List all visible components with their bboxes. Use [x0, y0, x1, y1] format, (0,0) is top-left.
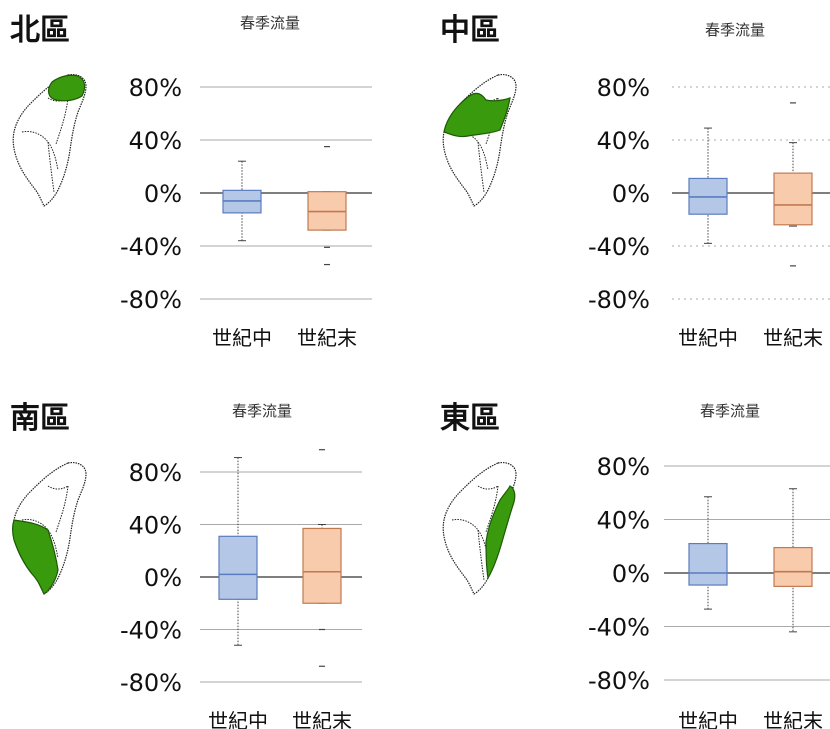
y-tick-label: 40% — [129, 512, 182, 540]
box — [773, 546, 813, 587]
map-region-border — [477, 141, 485, 193]
y-tick-label: 0% — [612, 180, 650, 208]
taiwan-map — [12, 73, 87, 207]
map-region-border — [55, 97, 69, 145]
chart-title: 春季流量 — [232, 402, 292, 420]
map-region-border — [477, 485, 499, 490]
map-region-border — [55, 485, 69, 533]
boxplot-end-century — [302, 449, 342, 667]
boxplot-mid-century — [688, 496, 728, 610]
y-tick-label: -40% — [588, 233, 650, 261]
map-region-border — [47, 141, 55, 193]
map-region-border — [485, 97, 499, 145]
x-category-label: 世紀末 — [763, 326, 823, 350]
y-tick-label: 80% — [597, 453, 650, 481]
map-outline — [12, 73, 87, 207]
region-label: 中區 — [440, 13, 500, 48]
map-region-border — [477, 529, 485, 581]
map-region-border — [485, 485, 499, 533]
chart-title: 春季流量 — [240, 14, 300, 32]
y-tick-label: 80% — [129, 459, 182, 487]
y-tick-label: -40% — [588, 614, 650, 642]
map-region-border — [451, 519, 489, 559]
chart-title: 春季流量 — [705, 21, 765, 39]
x-category-label: 世紀中 — [678, 326, 738, 350]
panel-central: 中區 春季流量 80% 40% 0% -40% -80% 世紀中 世紀末 — [440, 13, 830, 350]
chart-title: 春季流量 — [700, 402, 760, 420]
taiwan-map — [442, 73, 517, 207]
map-region-border — [47, 485, 69, 490]
y-tick-label: -80% — [588, 286, 650, 314]
map-highlight-central — [443, 92, 511, 138]
region-label: 北區 — [10, 13, 70, 48]
y-tick-label: -80% — [120, 286, 182, 314]
y-tick-label: -40% — [120, 617, 182, 645]
x-category-label: 世紀末 — [292, 709, 352, 729]
x-category-label: 世紀中 — [208, 709, 268, 729]
box — [688, 542, 728, 586]
y-tick-label: 80% — [597, 74, 650, 102]
boxplot-end-century — [773, 488, 813, 633]
boxplot-mid-century — [222, 160, 262, 242]
map-highlight-north — [47, 74, 86, 102]
y-tick-label: -80% — [120, 669, 182, 697]
map-highlight-east — [485, 485, 516, 580]
map-region-border — [21, 131, 59, 171]
region-label: 東區 — [440, 401, 500, 436]
y-tick-label: 40% — [129, 127, 182, 155]
y-tick-label: 40% — [597, 127, 650, 155]
map-highlight-south — [11, 519, 59, 595]
boxplot-end-century — [773, 102, 813, 267]
region-label: 南區 — [10, 401, 70, 436]
x-category-label: 世紀末 — [297, 326, 357, 350]
y-tick-label: 40% — [597, 507, 650, 535]
panel-north: 北區 春季流量 80% 40% 0% -40% -80% 世紀中 世紀末 — [10, 13, 372, 350]
x-category-label: 世紀中 — [678, 709, 738, 729]
boxplot-mid-century — [688, 127, 728, 244]
boxplot-end-century — [307, 146, 347, 266]
y-tick-label: -80% — [588, 667, 650, 695]
y-tick-label: 0% — [144, 564, 182, 592]
y-tick-label: 0% — [144, 180, 182, 208]
box — [218, 535, 258, 600]
taiwan-map — [11, 461, 87, 595]
map-region-border — [477, 97, 499, 102]
y-tick-label: 0% — [612, 560, 650, 588]
box — [302, 527, 342, 604]
x-category-label: 世紀中 — [212, 326, 272, 350]
map-region-border — [21, 519, 59, 559]
y-tick-label: 80% — [129, 74, 182, 102]
boxplot-mid-century — [218, 457, 258, 646]
y-tick-label: -40% — [120, 233, 182, 261]
x-category-label: 世紀末 — [763, 709, 823, 729]
panel-south: 南區 春季流量 80% 40% 0% -40% -80% 世紀中 世紀末 — [10, 401, 362, 729]
box — [773, 172, 813, 226]
taiwan-map — [442, 461, 517, 595]
panel-east: 東區 春季流量 80% 40% 0% -40% -80% 世紀中 世紀末 — [440, 401, 830, 729]
